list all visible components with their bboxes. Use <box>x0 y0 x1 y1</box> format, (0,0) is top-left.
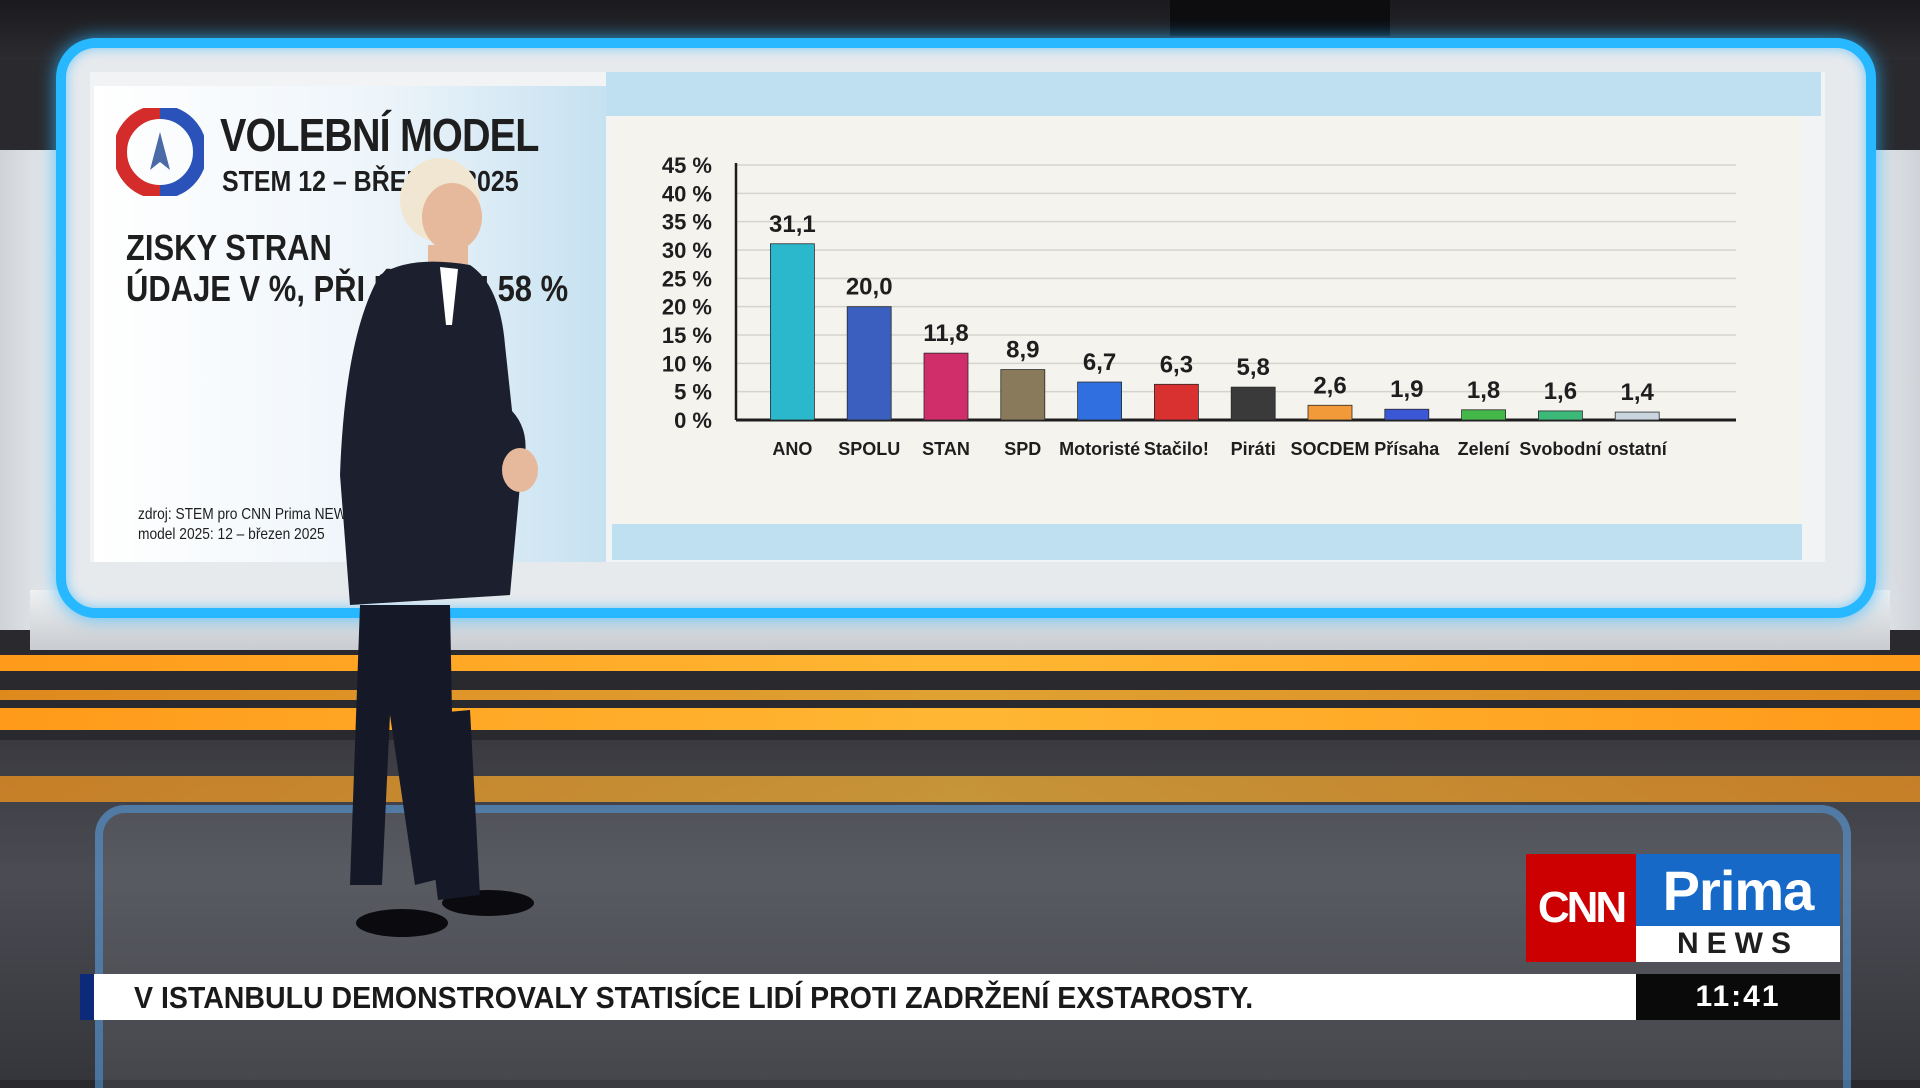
bar <box>1230 386 1276 421</box>
news-logo: NEWS <box>1636 926 1840 962</box>
data-label: 1,8 <box>1467 377 1500 404</box>
y-tick-label: 5 % <box>674 380 712 405</box>
data-label: 20,0 <box>846 274 893 301</box>
graphic-heading: ZISKY STRAN <box>126 227 332 268</box>
x-tick-label: ostatní <box>1608 439 1668 459</box>
source-note: model 2025: 12 – březen 2025 <box>138 526 325 543</box>
ticker-headline: V ISTANBULU DEMONSTROVALY STATISÍCE LIDÍ… <box>134 980 1254 1015</box>
bar <box>846 306 892 421</box>
graphic-title: VOLEBNÍ MODEL <box>220 109 539 161</box>
x-tick-label: Přísaha <box>1374 439 1440 459</box>
orange-light-band <box>0 655 1920 671</box>
x-tick-label: Piráti <box>1231 439 1276 459</box>
source-note: zdroj: STEM pro CNN Prima NEWS <box>138 506 356 523</box>
y-tick-label: 0 % <box>674 408 712 433</box>
bar <box>1077 381 1122 421</box>
ceiling-light <box>1170 0 1390 36</box>
y-tick-label: 45 % <box>662 153 712 178</box>
bar <box>1461 409 1506 421</box>
orange-light-band <box>0 708 1920 730</box>
y-tick-label: 40 % <box>662 181 712 206</box>
bar <box>1000 369 1046 421</box>
bar <box>770 243 815 421</box>
data-label: 2,6 <box>1313 372 1346 399</box>
data-label: 6,3 <box>1160 351 1193 378</box>
orange-light-band <box>0 690 1920 700</box>
x-tick-label: SPD <box>1004 439 1041 459</box>
y-tick-label: 25 % <box>662 266 712 291</box>
data-label: 1,9 <box>1390 376 1423 403</box>
data-label: 5,8 <box>1237 354 1270 381</box>
bar <box>923 352 969 421</box>
x-tick-label: Motoristé <box>1059 439 1140 459</box>
y-tick-label: 15 % <box>662 323 712 348</box>
x-tick-label: Svobodní <box>1519 439 1602 459</box>
bar <box>1614 411 1660 421</box>
chart-bottom-strip <box>612 524 1802 560</box>
presenter-figure <box>340 158 538 937</box>
bar <box>1307 404 1353 421</box>
data-label: 1,6 <box>1544 378 1577 405</box>
prima-logo: Prima <box>1636 854 1840 926</box>
bar <box>1538 410 1583 421</box>
bar <box>1384 408 1430 421</box>
y-tick-label: 30 % <box>662 238 712 263</box>
x-tick-label: Stačilo! <box>1144 439 1209 459</box>
y-tick-label: 20 % <box>662 295 712 320</box>
x-tick-label: ANO <box>772 439 812 459</box>
cnn-logo: CNN <box>1526 854 1636 962</box>
y-tick-label: 10 % <box>662 351 712 376</box>
broadcast-clock: 11:41 <box>1636 974 1840 1020</box>
data-label: 1,4 <box>1621 379 1655 406</box>
data-label: 6,7 <box>1083 349 1116 376</box>
data-label: 31,1 <box>769 211 816 238</box>
election-model-logo <box>116 108 204 196</box>
x-tick-label: SOCDEM <box>1290 439 1369 459</box>
x-tick-label: Zelení <box>1458 439 1511 459</box>
floor-reflection-band <box>0 776 1920 802</box>
data-label: 11,8 <box>923 320 968 347</box>
y-tick-label: 35 % <box>662 210 712 235</box>
bar <box>1154 383 1199 421</box>
news-ticker: V ISTANBULU DEMONSTROVALY STATISÍCE LIDÍ… <box>80 974 1650 1020</box>
studio-wall-left <box>0 150 60 630</box>
data-label: 8,9 <box>1006 337 1039 364</box>
x-tick-label: SPOLU <box>838 439 900 459</box>
chart-top-strip <box>606 72 1821 116</box>
x-tick-label: STAN <box>922 439 970 459</box>
